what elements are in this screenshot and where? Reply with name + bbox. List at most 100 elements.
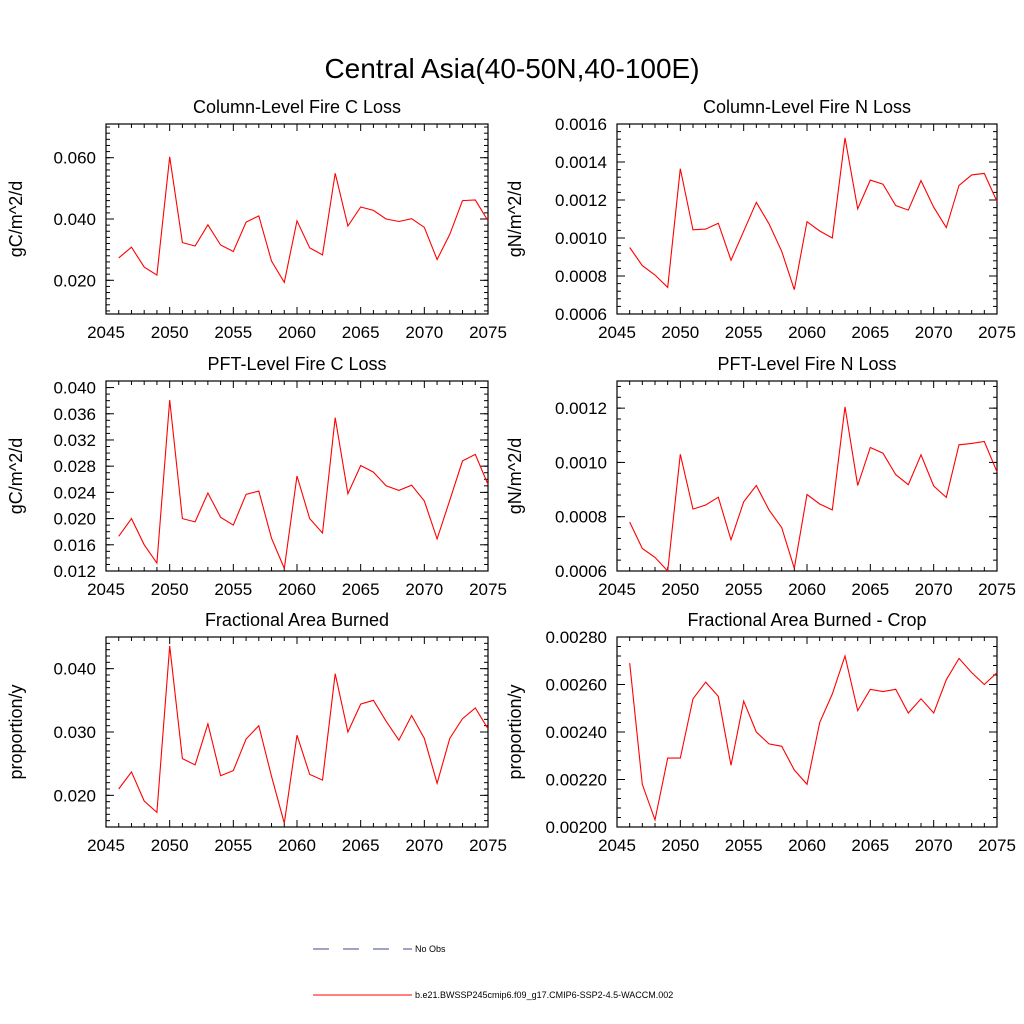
chart-panel-3: PFT-Level Fire C Loss gC/m^2/d 2045 2050 205… (6, 354, 507, 599)
y-tick-label: 0.0012 (555, 399, 607, 418)
x-tick-label: 2055 (725, 836, 763, 855)
x-tick-label: 2065 (851, 580, 889, 599)
x-tick-label: 2075 (469, 836, 507, 855)
x-tick-label: 2065 (851, 323, 889, 342)
panel-title: Column-Level Fire N Loss (703, 97, 911, 117)
x-tick-label: 2055 (214, 580, 252, 599)
x-tick-label: 2045 (87, 836, 125, 855)
y-tick-label: 0.024 (53, 483, 96, 502)
y-tick-label: 0.00220 (546, 771, 607, 790)
y-tick-label: 0.016 (53, 536, 96, 555)
x-tick-label: 2050 (151, 580, 189, 599)
y-tick-label: 0.0006 (555, 562, 607, 581)
series-line-1 (629, 406, 998, 573)
y-tick-label: 0.030 (53, 723, 96, 742)
x-tick-label: 2050 (661, 836, 699, 855)
x-tick-label: 2065 (342, 323, 380, 342)
y-tick-label: 0.040 (53, 379, 96, 398)
legend-obs-label: No Obs (415, 944, 446, 954)
panel-title: PFT-Level Fire C Loss (207, 354, 386, 374)
legend-model-label: b.e21.BWSSP245cmip6.f09_g17.CMIP6-SSP2-4… (415, 990, 673, 1000)
chart-panel-2: Column-Level Fire N Loss gN/m^2/d 2045 2050… (505, 97, 1016, 342)
plot-frame (616, 636, 998, 828)
panel-title: PFT-Level Fire N Loss (717, 354, 896, 374)
y-tick-label: 0.020 (53, 510, 96, 529)
y-tick-label: 0.0010 (555, 453, 607, 472)
x-tick-label: 2055 (214, 323, 252, 342)
x-tick-label: 2055 (725, 580, 763, 599)
y-axis-label: gC/m^2/d (6, 181, 26, 257)
y-axis-label: gN/m^2/d (505, 438, 525, 514)
y-tick-label: 0.020 (53, 271, 96, 290)
y-tick-label: 0.060 (53, 149, 96, 168)
series-line-1 (629, 653, 998, 822)
y-axis-label: gC/m^2/d (6, 438, 26, 514)
y-tick-label: 0.040 (53, 660, 96, 679)
y-tick-label: 0.00240 (546, 723, 607, 742)
y-axis-label: proportion/y (6, 684, 26, 779)
panel-title: Fractional Area Burned (205, 610, 389, 630)
y-tick-label: 0.0014 (555, 153, 607, 172)
y-tick-label: 0.0006 (555, 305, 607, 324)
series-line-1 (118, 645, 489, 824)
x-tick-label: 2060 (788, 836, 826, 855)
x-tick-label: 2045 (87, 323, 125, 342)
x-tick-label: 2050 (661, 323, 699, 342)
plot-frame (616, 380, 998, 572)
y-tick-label: 0.0016 (555, 115, 607, 134)
x-tick-label: 2060 (788, 580, 826, 599)
x-tick-label: 2060 (788, 323, 826, 342)
y-tick-label: 0.036 (53, 405, 96, 424)
x-tick-label: 2050 (151, 323, 189, 342)
y-tick-label: 0.032 (53, 431, 96, 450)
y-tick-label: 0.020 (53, 786, 96, 805)
y-axis-label: proportion/y (505, 684, 525, 779)
x-tick-label: 2060 (278, 836, 316, 855)
y-tick-label: 0.028 (53, 457, 96, 476)
x-tick-label: 2060 (278, 580, 316, 599)
figure-title: Central Asia(40-50N,40-100E) (324, 53, 699, 84)
x-tick-label: 2065 (342, 836, 380, 855)
x-tick-label: 2045 (598, 323, 636, 342)
x-tick-label: 2075 (469, 580, 507, 599)
chart-panel-4: PFT-Level Fire N Loss gN/m^2/d 2045 2050 205… (505, 354, 1016, 599)
x-tick-label: 2065 (342, 580, 380, 599)
y-tick-label: 0.00200 (546, 818, 607, 837)
x-tick-label: 2075 (978, 836, 1016, 855)
y-tick-label: 0.0008 (555, 267, 607, 286)
x-tick-label: 2055 (214, 836, 252, 855)
x-tick-label: 2050 (661, 580, 699, 599)
y-tick-label: 0.0010 (555, 229, 607, 248)
series-line-1 (118, 156, 489, 284)
legend: No Obs b.e21.BWSSP245cmip6.f09_g17.CMIP6… (313, 944, 673, 1000)
x-tick-label: 2055 (725, 323, 763, 342)
series-line-1 (629, 137, 998, 290)
x-tick-label: 2045 (598, 580, 636, 599)
x-tick-label: 2070 (405, 323, 443, 342)
x-tick-label: 2070 (405, 836, 443, 855)
x-tick-label: 2045 (87, 580, 125, 599)
plot-frame (616, 123, 998, 315)
y-axis-label: gN/m^2/d (505, 181, 525, 257)
x-tick-label: 2075 (469, 323, 507, 342)
y-tick-label: 0.0008 (555, 508, 607, 527)
x-tick-label: 2050 (151, 836, 189, 855)
x-tick-label: 2065 (851, 836, 889, 855)
y-tick-label: 0.040 (53, 210, 96, 229)
y-tick-label: 0.00260 (546, 676, 607, 695)
x-tick-label: 2045 (598, 836, 636, 855)
panel-title: Column-Level Fire C Loss (193, 97, 401, 117)
y-tick-label: 0.012 (53, 562, 96, 581)
chart-panel-5: Fractional Area Burned proportion/y 2045 20… (6, 610, 507, 855)
x-tick-label: 2060 (278, 323, 316, 342)
y-tick-label: 0.0012 (555, 191, 607, 210)
panel-title: Fractional Area Burned - Crop (687, 610, 926, 630)
x-tick-label: 2070 (915, 580, 953, 599)
chart-panels: Column-Level Fire C Loss gC/m^2/d 2045 2050… (6, 97, 1016, 855)
series-line-1 (118, 399, 489, 571)
x-tick-label: 2070 (915, 323, 953, 342)
chart-panel-6: Fractional Area Burned - Crop proportion/… (505, 610, 1016, 855)
x-tick-label: 2070 (915, 836, 953, 855)
x-tick-label: 2075 (978, 323, 1016, 342)
